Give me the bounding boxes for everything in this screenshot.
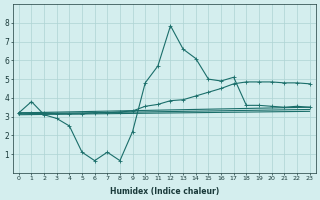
X-axis label: Humidex (Indice chaleur): Humidex (Indice chaleur): [109, 187, 219, 196]
